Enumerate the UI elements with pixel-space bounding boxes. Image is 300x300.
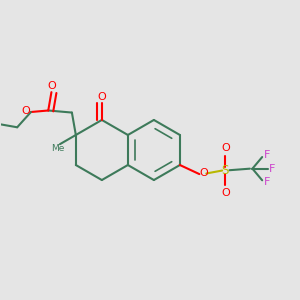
Text: S: S	[222, 164, 229, 177]
Text: O: O	[221, 143, 230, 153]
Text: F: F	[263, 177, 270, 187]
Text: F: F	[263, 151, 270, 160]
Text: O: O	[22, 106, 30, 116]
Text: O: O	[98, 92, 106, 102]
Text: Me: Me	[51, 144, 65, 153]
Text: O: O	[48, 82, 56, 92]
Text: O: O	[199, 167, 208, 178]
Text: F: F	[269, 164, 275, 174]
Text: O: O	[221, 188, 230, 198]
